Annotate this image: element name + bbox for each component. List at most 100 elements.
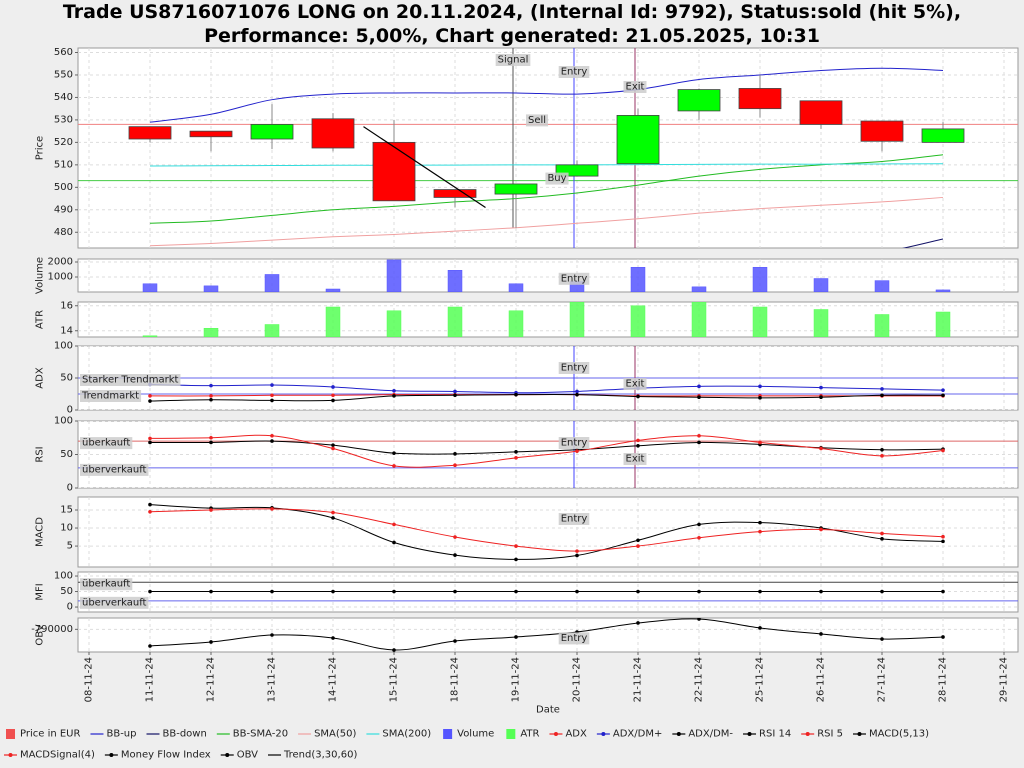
point-marker [819, 395, 823, 400]
candle-body [555, 164, 599, 177]
candle-body [860, 120, 904, 142]
y-tick-label: 14 [60, 325, 73, 336]
event-label-bg [623, 378, 647, 390]
bar [447, 270, 463, 292]
point-marker [270, 439, 274, 443]
point-marker [392, 589, 396, 594]
point-marker [331, 385, 335, 389]
point-marker [819, 632, 823, 636]
point-marker [819, 527, 823, 532]
y-tick-label: 540 [54, 92, 73, 103]
panel [78, 572, 1018, 612]
legend-label: Price in EUR [20, 729, 81, 740]
bar [569, 302, 585, 337]
point-marker [331, 446, 335, 451]
series-line [149, 618, 944, 651]
panel [78, 259, 1018, 292]
candle-body [799, 100, 843, 125]
legend-item: BB-down [146, 729, 207, 740]
point-marker [514, 635, 518, 639]
legend-item: RSI 5 [801, 729, 843, 740]
event-label: Entry [561, 363, 588, 374]
event-label: Entry [561, 633, 588, 644]
point-marker [758, 529, 762, 534]
point-marker [758, 589, 762, 594]
bar [813, 278, 829, 292]
legend-label: ATR [520, 729, 539, 740]
series-line [149, 196, 944, 247]
y-tick-label: 5 [67, 541, 73, 552]
x-axis-label: Date [536, 705, 560, 716]
bar [630, 267, 646, 292]
bar [508, 310, 524, 337]
y-tick-label: 510 [54, 159, 73, 170]
legend-dot [805, 732, 810, 736]
y-axis-label: MACD [35, 517, 46, 547]
candle-body [433, 189, 477, 198]
y-tick-label: 560 [54, 47, 73, 58]
point-marker [697, 395, 701, 400]
point-marker [697, 535, 701, 540]
legend-item: Trend(3,30,60) [268, 750, 357, 761]
y-axis-label: RSI [35, 446, 46, 462]
bar [752, 267, 768, 292]
y-tick-label: 50 [60, 586, 73, 597]
point-marker [392, 464, 396, 468]
legend-dot [857, 732, 862, 736]
point-marker [880, 387, 884, 391]
panel-background [77, 47, 1019, 249]
level-label: überverkauft [82, 597, 147, 608]
level-label-bg [80, 437, 133, 450]
point-marker [758, 384, 762, 389]
legend-item: MACD(5,13) [852, 729, 929, 740]
event-label-bg [558, 513, 590, 525]
y-tick-label: 0 [67, 483, 73, 494]
legend-item: OBV [220, 750, 258, 761]
legend-label: Volume [457, 729, 494, 740]
x-tick-label: 12-11-24 [206, 657, 217, 702]
point-marker [697, 618, 701, 621]
point-marker [453, 639, 457, 643]
point-marker [209, 508, 213, 512]
event-label-bg [558, 632, 590, 645]
x-tick-label: 20-11-24 [572, 657, 583, 702]
y-axis-label: ATR [35, 310, 46, 329]
point-marker [636, 438, 640, 443]
bar [874, 314, 890, 337]
candle-body [250, 124, 294, 140]
point-marker [575, 553, 579, 558]
trend-line [363, 126, 486, 209]
legend-dot [747, 732, 752, 736]
panel [78, 421, 1018, 488]
point-marker [636, 589, 640, 594]
panel [78, 48, 1018, 248]
event-label: Signal [498, 55, 529, 66]
bar [691, 302, 707, 337]
legend-item: SMA(200) [366, 729, 431, 740]
candle-body [189, 130, 233, 138]
point-marker [331, 589, 335, 594]
y-tick-label: 2000 [48, 257, 73, 268]
legend-dot [8, 753, 13, 757]
point-marker [148, 394, 152, 398]
reference-label-bg [545, 172, 569, 185]
legend-label: Money Flow Index [121, 750, 211, 761]
series-line [149, 508, 944, 552]
series-line [149, 434, 944, 468]
point-marker [941, 448, 945, 453]
point-marker [148, 399, 152, 403]
point-marker [148, 436, 152, 441]
candle-body [372, 141, 416, 202]
point-marker [880, 637, 884, 641]
point-marker [514, 456, 518, 460]
legend-item: ADX/DM+ [596, 729, 662, 740]
event-label-bg [558, 362, 590, 374]
point-marker [514, 450, 518, 454]
x-tick-label: 27-11-24 [877, 657, 888, 702]
point-marker [880, 589, 884, 594]
point-marker [575, 589, 579, 594]
point-marker [453, 463, 457, 468]
point-marker [514, 557, 518, 562]
y-axis-label: ADX [35, 367, 46, 389]
